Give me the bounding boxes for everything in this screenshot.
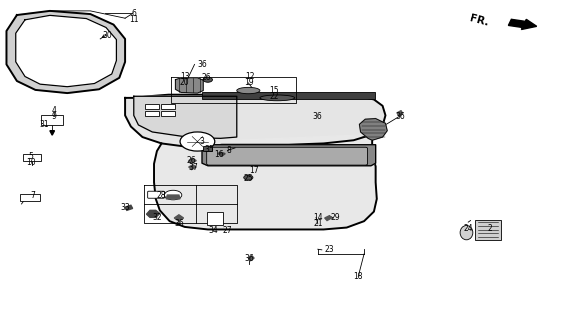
Polygon shape: [16, 15, 117, 87]
Text: 34: 34: [209, 226, 219, 235]
Polygon shape: [147, 210, 160, 217]
Text: 7: 7: [30, 191, 35, 200]
Polygon shape: [188, 158, 196, 163]
Text: 17: 17: [249, 166, 259, 175]
Text: 26: 26: [187, 156, 197, 165]
Polygon shape: [397, 111, 403, 116]
Text: 16: 16: [215, 150, 224, 159]
FancyBboxPatch shape: [206, 212, 223, 225]
Text: 8: 8: [227, 146, 231, 155]
FancyBboxPatch shape: [161, 111, 175, 116]
Circle shape: [244, 175, 253, 180]
Text: 11: 11: [129, 15, 139, 24]
Text: 20: 20: [180, 78, 190, 87]
Circle shape: [165, 190, 182, 200]
Text: 28: 28: [157, 191, 166, 200]
Text: 2: 2: [487, 224, 492, 233]
Text: 36: 36: [197, 60, 207, 69]
Polygon shape: [174, 215, 183, 221]
Text: 37: 37: [188, 163, 198, 172]
FancyBboxPatch shape: [206, 147, 368, 165]
Text: 9: 9: [52, 112, 56, 121]
Polygon shape: [325, 216, 332, 220]
Text: FR.: FR.: [468, 13, 490, 28]
Ellipse shape: [260, 95, 295, 101]
FancyBboxPatch shape: [148, 191, 165, 198]
Text: 27: 27: [223, 226, 233, 235]
Text: 10: 10: [26, 158, 35, 167]
Polygon shape: [202, 145, 376, 166]
FancyBboxPatch shape: [23, 154, 41, 161]
Polygon shape: [134, 96, 237, 138]
Text: 36: 36: [395, 112, 405, 121]
FancyBboxPatch shape: [145, 104, 159, 109]
Ellipse shape: [237, 87, 260, 94]
Polygon shape: [6, 11, 125, 93]
FancyBboxPatch shape: [161, 104, 175, 109]
Polygon shape: [248, 256, 254, 261]
FancyBboxPatch shape: [145, 111, 159, 116]
Polygon shape: [360, 119, 387, 140]
Polygon shape: [188, 165, 196, 170]
Text: 6: 6: [131, 9, 136, 18]
FancyBboxPatch shape: [475, 220, 501, 240]
Text: 13: 13: [180, 72, 190, 81]
Text: 19: 19: [245, 78, 254, 87]
Text: 24: 24: [463, 224, 473, 233]
Text: 35: 35: [204, 145, 214, 154]
Text: 31: 31: [39, 120, 49, 129]
FancyBboxPatch shape: [202, 92, 375, 99]
Polygon shape: [166, 195, 180, 199]
Ellipse shape: [460, 226, 473, 240]
Text: 22: 22: [269, 92, 278, 101]
FancyBboxPatch shape: [41, 115, 63, 125]
Polygon shape: [125, 95, 386, 147]
Polygon shape: [154, 134, 377, 229]
Circle shape: [203, 77, 212, 82]
FancyBboxPatch shape: [20, 194, 40, 201]
Text: 18: 18: [354, 272, 363, 281]
Text: 5: 5: [28, 152, 33, 161]
Text: 12: 12: [245, 72, 254, 81]
Text: 36: 36: [245, 254, 255, 263]
Text: 30: 30: [103, 31, 113, 40]
Text: 14: 14: [313, 213, 322, 222]
Polygon shape: [509, 19, 536, 29]
Polygon shape: [218, 152, 225, 156]
Text: 23: 23: [325, 245, 334, 254]
FancyBboxPatch shape: [202, 146, 212, 151]
Polygon shape: [125, 205, 133, 210]
Text: 36: 36: [174, 219, 184, 228]
Text: 15: 15: [269, 86, 278, 95]
Circle shape: [180, 132, 215, 151]
Text: 4: 4: [52, 106, 56, 115]
Text: 36: 36: [313, 112, 322, 121]
Polygon shape: [175, 78, 203, 93]
Text: 3: 3: [200, 137, 205, 146]
Text: 25: 25: [244, 174, 253, 183]
Text: 29: 29: [331, 213, 340, 222]
Polygon shape: [50, 131, 55, 135]
Text: 32: 32: [152, 213, 162, 222]
Text: 33: 33: [120, 203, 130, 212]
Text: 26: 26: [201, 73, 211, 82]
Text: 21: 21: [313, 219, 322, 228]
